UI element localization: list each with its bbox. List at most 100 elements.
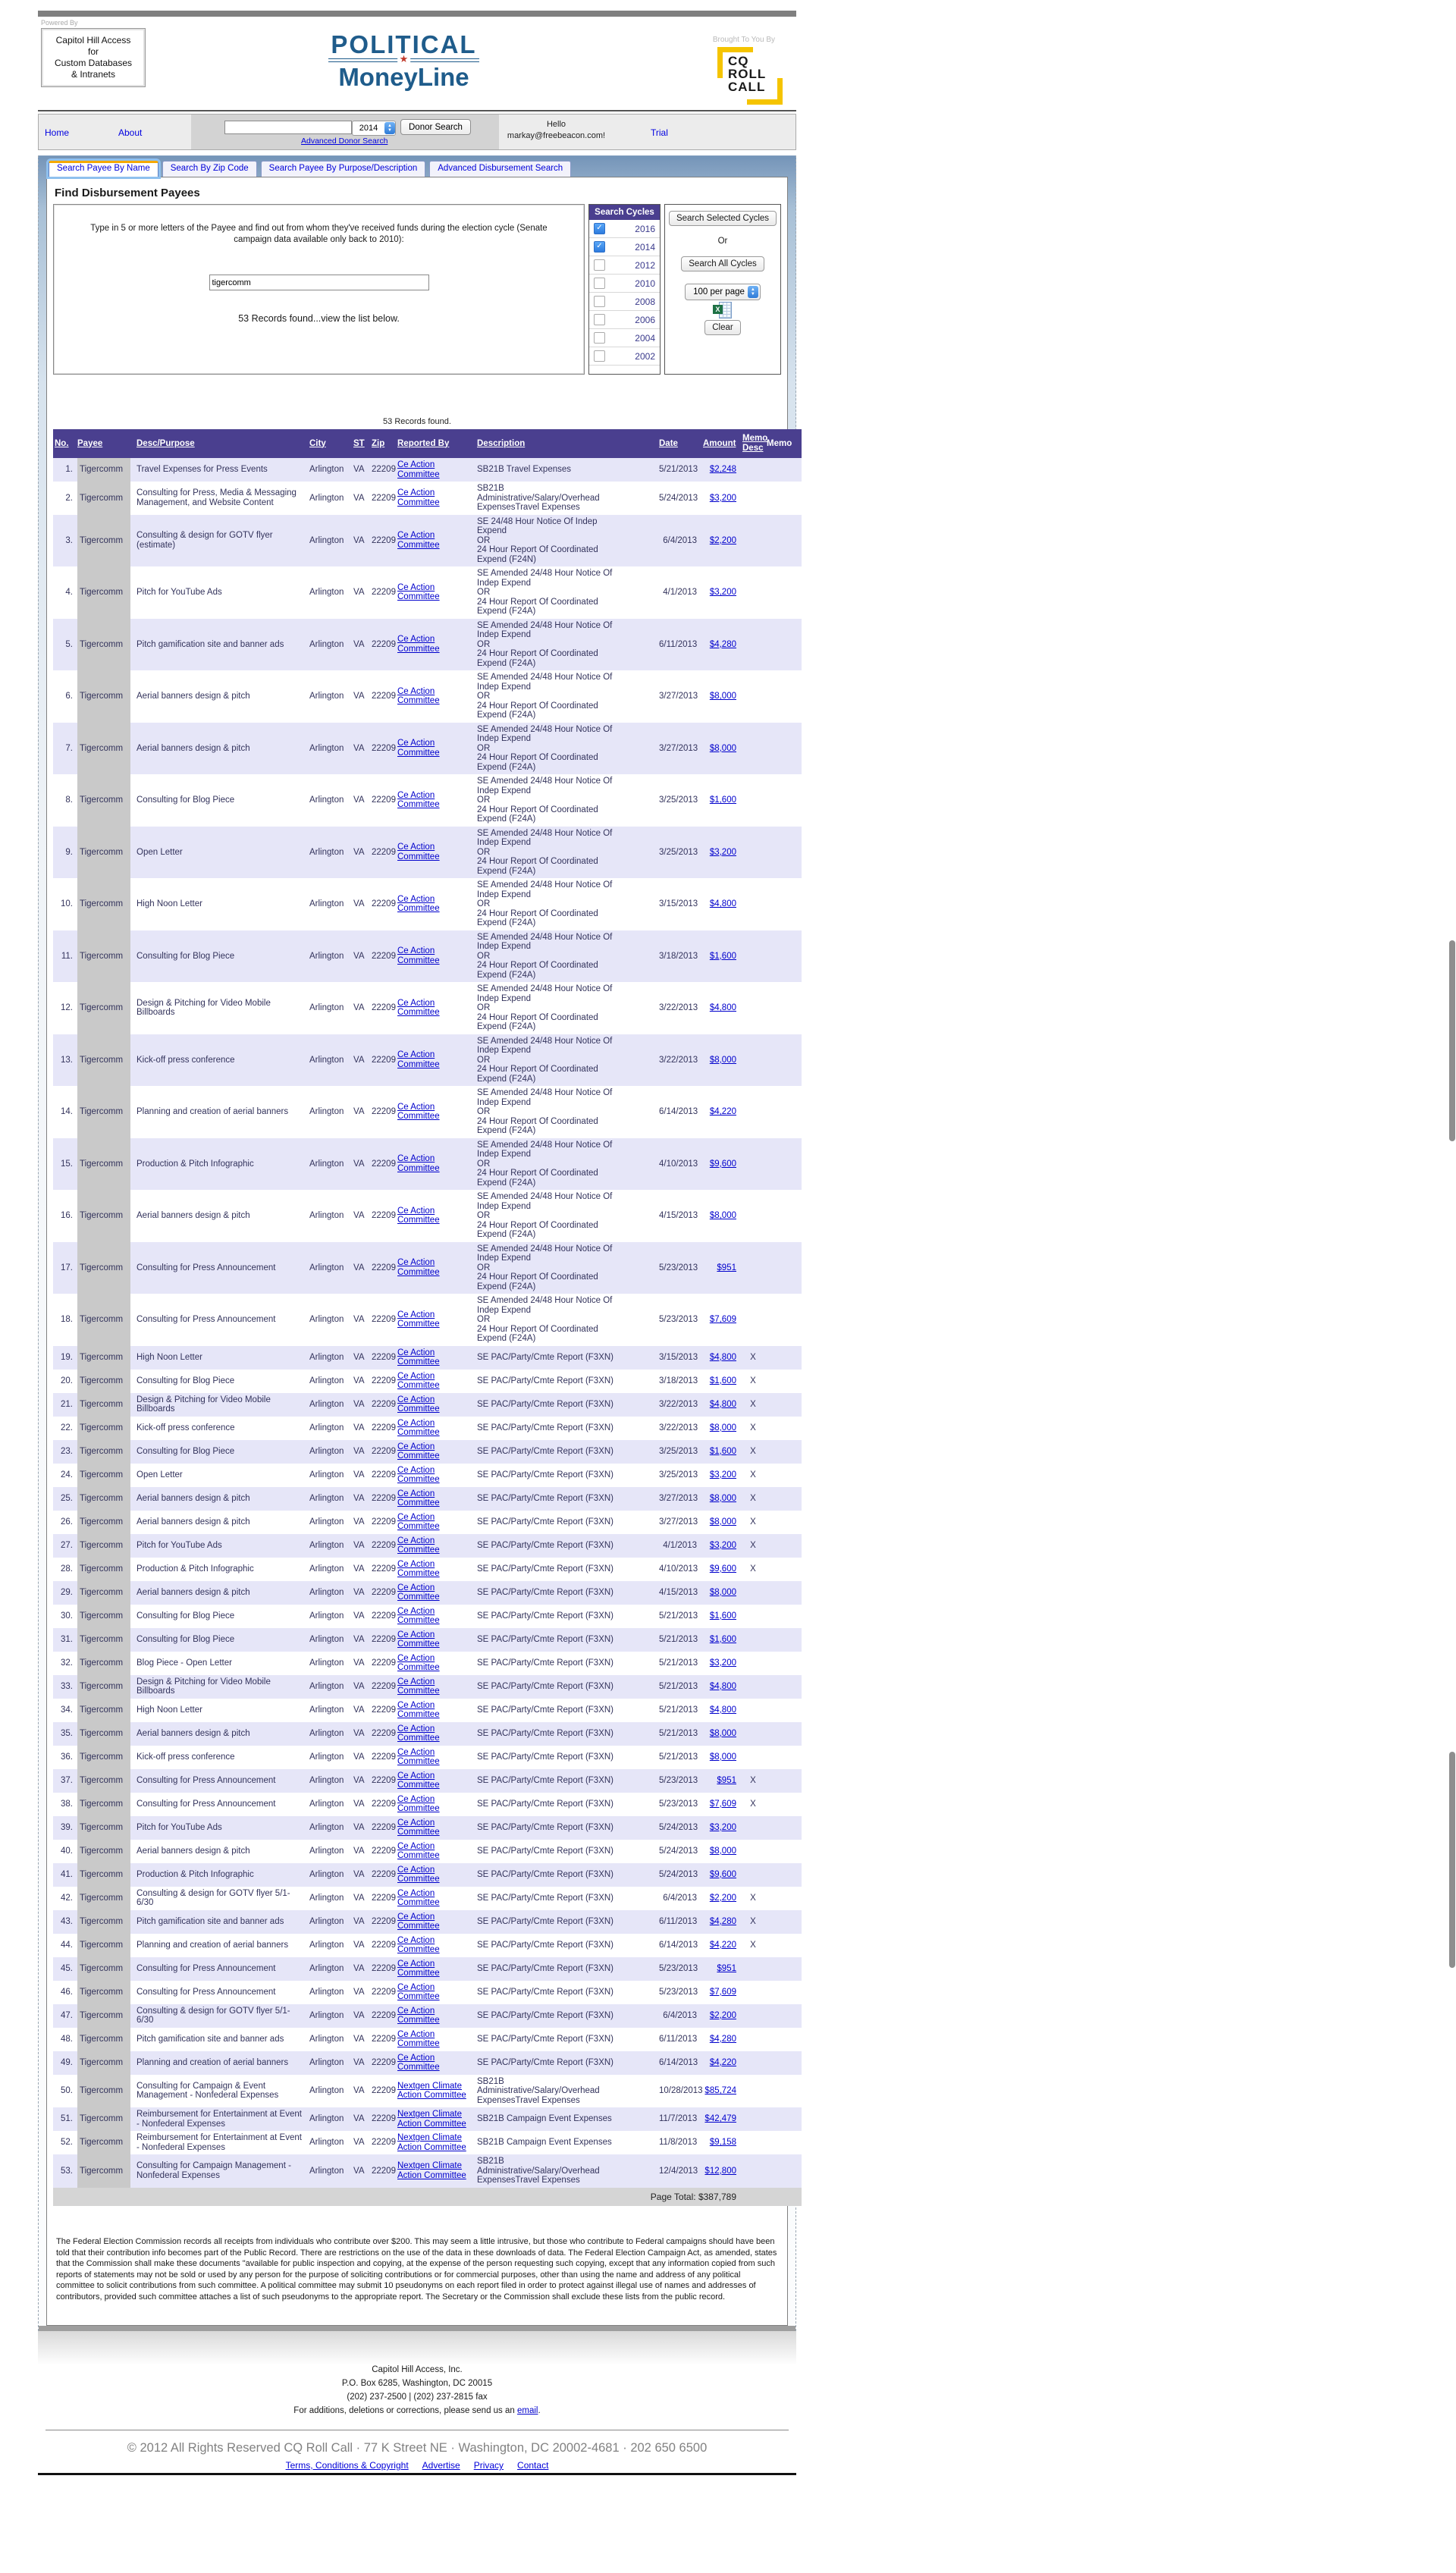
- column-header[interactable]: ST: [352, 429, 370, 458]
- amount-link[interactable]: $8,000: [709, 1752, 736, 1762]
- reported-by-link[interactable]: Ce Action Committee: [397, 1982, 440, 2002]
- reported-by-link[interactable]: Ce Action Committee: [397, 488, 440, 507]
- reported-by-link[interactable]: Ce Action Committee: [397, 1348, 440, 1367]
- footer-link-privacy[interactable]: Privacy: [473, 2460, 504, 2471]
- amount-link[interactable]: $4,800: [709, 1399, 736, 1409]
- reported-by-link[interactable]: Ce Action Committee: [397, 1677, 440, 1696]
- reported-by-link[interactable]: Nextgen Climate Action Committee: [397, 2110, 466, 2129]
- amount-link[interactable]: $951: [717, 1775, 736, 1785]
- reported-by-link[interactable]: Ce Action Committee: [397, 894, 440, 914]
- column-header[interactable]: Payee: [76, 429, 135, 458]
- reported-by-link[interactable]: Ce Action Committee: [397, 1489, 440, 1508]
- reported-by-link[interactable]: Ce Action Committee: [397, 1258, 440, 1277]
- amount-link[interactable]: $1,600: [709, 1446, 736, 1456]
- reported-by-link[interactable]: Ce Action Committee: [397, 2029, 440, 2049]
- amount-link[interactable]: $3,200: [709, 1658, 736, 1668]
- amount-link[interactable]: $3,200: [709, 1822, 736, 1832]
- cycle-checkbox[interactable]: [594, 296, 605, 307]
- amount-link[interactable]: $4,280: [709, 2034, 736, 2044]
- reported-by-link[interactable]: Ce Action Committee: [397, 1912, 440, 1931]
- search-all-cycles-button[interactable]: Search All Cycles: [681, 256, 764, 271]
- amount-link[interactable]: $3,200: [709, 1540, 736, 1550]
- amount-link[interactable]: $8,000: [709, 1517, 736, 1527]
- amount-link[interactable]: $4,800: [709, 1003, 736, 1012]
- reported-by-link[interactable]: Ce Action Committee: [397, 1606, 440, 1626]
- donor-search-button[interactable]: Donor Search: [400, 119, 471, 135]
- reported-by-link[interactable]: Ce Action Committee: [397, 1747, 440, 1767]
- amount-link[interactable]: $3,200: [709, 588, 736, 597]
- amount-link[interactable]: $4,280: [709, 1916, 736, 1926]
- nav-home-link[interactable]: Home: [45, 127, 70, 138]
- cycle-checkbox[interactable]: [594, 314, 605, 325]
- amount-link[interactable]: $85,724: [704, 2086, 736, 2095]
- clear-button[interactable]: Clear: [704, 320, 741, 335]
- amount-link[interactable]: $8,000: [709, 1587, 736, 1597]
- amount-link[interactable]: $8,000: [709, 1423, 736, 1432]
- reported-by-link[interactable]: Ce Action Committee: [397, 1818, 440, 1837]
- column-header[interactable]: Reported By: [396, 429, 475, 458]
- reported-by-link[interactable]: Ce Action Committee: [397, 635, 440, 654]
- reported-by-link[interactable]: Ce Action Committee: [397, 1724, 440, 1743]
- reported-by-link[interactable]: Ce Action Committee: [397, 1418, 440, 1438]
- reported-by-link[interactable]: Ce Action Committee: [397, 1442, 440, 1461]
- column-header[interactable]: Memo Desc: [741, 429, 767, 458]
- column-header[interactable]: Memo: [765, 429, 802, 458]
- donor-search-input[interactable]: [224, 121, 352, 134]
- amount-link[interactable]: $4,220: [709, 2057, 736, 2067]
- amount-link[interactable]: $4,280: [709, 639, 736, 649]
- reported-by-link[interactable]: Ce Action Committee: [397, 1935, 440, 1955]
- footer-link-terms-conditions-copyright[interactable]: Terms, Conditions & Copyright: [285, 2460, 409, 2471]
- reported-by-link[interactable]: Ce Action Committee: [397, 1794, 440, 1814]
- nav-about-link[interactable]: About: [118, 127, 143, 138]
- amount-link[interactable]: $8,000: [709, 1846, 736, 1856]
- amount-link[interactable]: $951: [717, 1963, 736, 1973]
- amount-link[interactable]: $2,200: [709, 535, 736, 545]
- amount-link[interactable]: $3,200: [709, 493, 736, 503]
- reported-by-link[interactable]: Ce Action Committee: [397, 1465, 440, 1485]
- amount-link[interactable]: $1,600: [709, 1611, 736, 1621]
- amount-link[interactable]: $4,220: [709, 1940, 736, 1950]
- footer-link-advertise[interactable]: Advertise: [422, 2460, 460, 2471]
- amount-link[interactable]: $1,600: [709, 1376, 736, 1385]
- reported-by-link[interactable]: Ce Action Committee: [397, 843, 440, 861]
- amount-link[interactable]: $1,600: [709, 1634, 736, 1644]
- reported-by-link[interactable]: Ce Action Committee: [397, 460, 440, 479]
- capitol-hill-access-box[interactable]: Capitol Hill Access for Custom Databases…: [41, 28, 146, 87]
- column-header[interactable]: City: [308, 429, 352, 458]
- amount-link[interactable]: $4,800: [709, 899, 736, 908]
- reported-by-link[interactable]: Ce Action Committee: [397, 1512, 440, 1532]
- amount-link[interactable]: $4,220: [709, 1107, 736, 1116]
- column-header[interactable]: Zip: [370, 429, 396, 458]
- tab-search-by-zip-code[interactable]: Search By Zip Code: [162, 161, 257, 177]
- amount-link[interactable]: $3,200: [709, 1470, 736, 1479]
- reported-by-link[interactable]: Ce Action Committee: [397, 1310, 440, 1329]
- amount-link[interactable]: $4,800: [709, 1705, 736, 1715]
- amount-link[interactable]: $8,000: [709, 692, 736, 701]
- footer-link-contact[interactable]: Contact: [517, 2460, 549, 2471]
- amount-link[interactable]: $9,600: [709, 1564, 736, 1574]
- reported-by-link[interactable]: Ce Action Committee: [397, 1888, 440, 1908]
- reported-by-link[interactable]: Ce Action Committee: [397, 2053, 440, 2073]
- amount-link[interactable]: $4,800: [709, 1352, 736, 1362]
- tab-advanced-disbursement-search[interactable]: Advanced Disbursement Search: [429, 161, 572, 177]
- scrollbar-thumb[interactable]: [1449, 940, 1455, 1141]
- reported-by-link[interactable]: Ce Action Committee: [397, 582, 440, 602]
- reported-by-link[interactable]: Ce Action Committee: [397, 1865, 440, 1884]
- reported-by-link[interactable]: Ce Action Committee: [397, 739, 440, 758]
- reported-by-link[interactable]: Ce Action Committee: [397, 1559, 440, 1579]
- amount-link[interactable]: $2,248: [709, 465, 736, 475]
- amount-link[interactable]: $2,200: [709, 2010, 736, 2020]
- amount-link[interactable]: $951: [717, 1263, 736, 1272]
- search-selected-cycles-button[interactable]: Search Selected Cycles: [668, 211, 777, 226]
- reported-by-link[interactable]: Ce Action Committee: [397, 946, 440, 965]
- cycle-checkbox[interactable]: ✓: [594, 223, 605, 234]
- reported-by-link[interactable]: Ce Action Committee: [397, 1206, 440, 1225]
- reported-by-link[interactable]: Ce Action Committee: [397, 1583, 440, 1602]
- email-link[interactable]: email: [517, 2406, 538, 2415]
- amount-link[interactable]: $8,000: [709, 743, 736, 753]
- reported-by-link[interactable]: Ce Action Committee: [397, 1050, 440, 1069]
- column-header[interactable]: Date: [657, 429, 701, 458]
- amount-link[interactable]: $7,609: [709, 1315, 736, 1324]
- reported-by-link[interactable]: Ce Action Committee: [397, 686, 440, 706]
- reported-by-link[interactable]: Ce Action Committee: [397, 1154, 440, 1173]
